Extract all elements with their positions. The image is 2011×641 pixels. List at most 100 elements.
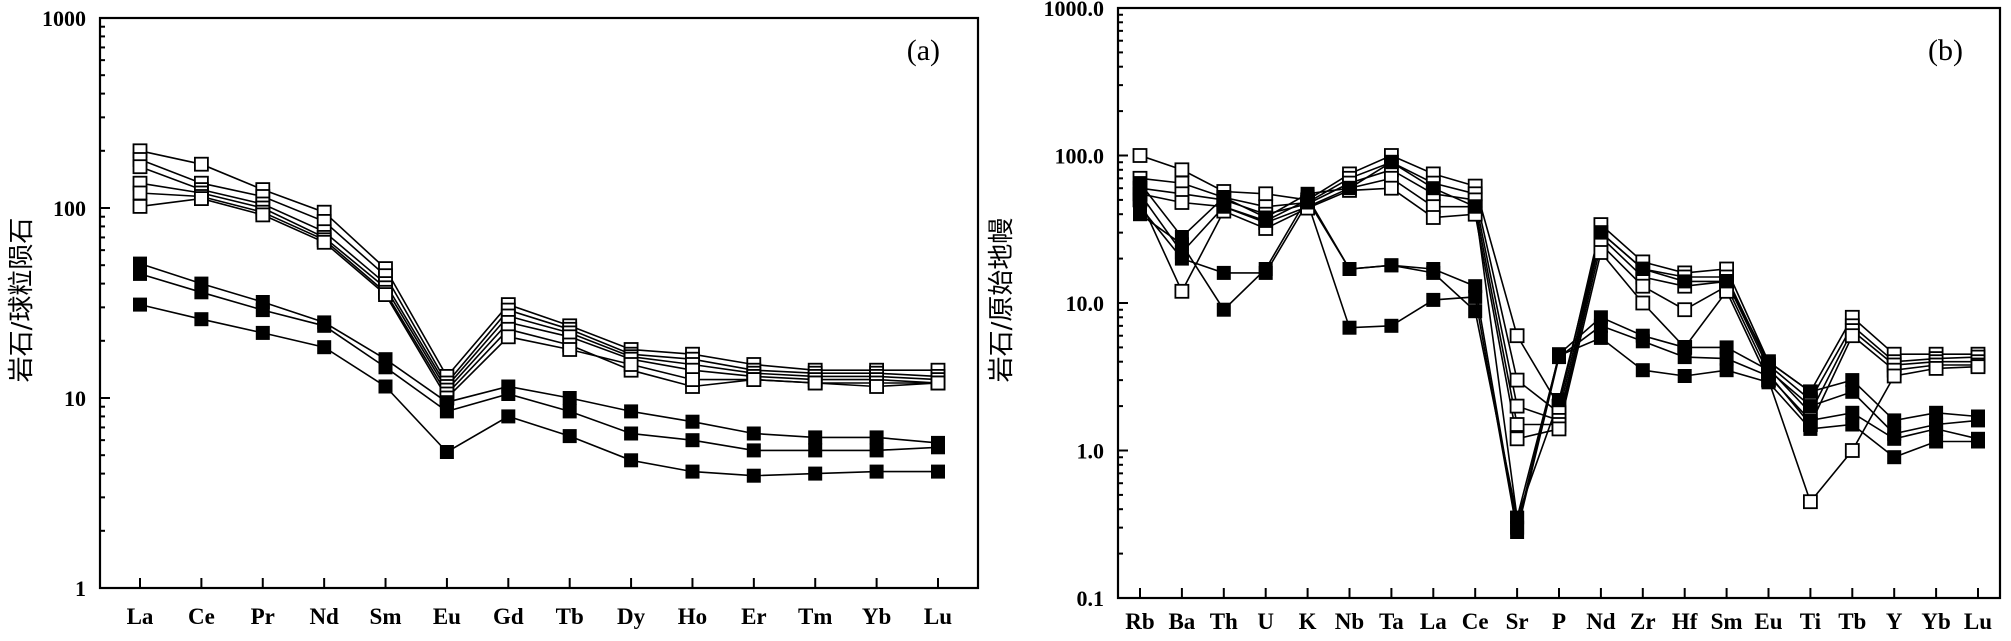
chart-b-x-tick-label: P xyxy=(1552,609,1566,634)
chart-b-point-filled-3 xyxy=(1719,351,1734,366)
chart-a-x-tick-label: Nd xyxy=(309,604,339,629)
chart-b-point-filled-4 xyxy=(1552,348,1566,363)
chart-a-point-filled-1 xyxy=(869,430,884,445)
chart-b-point-open-3 xyxy=(1509,398,1525,414)
chart-a-point-filled-3 xyxy=(685,464,700,479)
chart-a-series-line-filled-2 xyxy=(139,273,939,452)
chart-b-x-tick-label: Ta xyxy=(1379,609,1404,634)
chart-a-series-line-filled-3 xyxy=(139,303,938,477)
chart-b-point-open-5 xyxy=(1384,180,1399,196)
chart-b-point-filled-2 xyxy=(1258,213,1273,228)
chart-b-point-filled-4 xyxy=(1635,363,1650,378)
chart-a-series-line-open-6 xyxy=(139,197,939,400)
chart-a-point-filled-3 xyxy=(624,453,639,468)
chart-b-series-line-filled-3 xyxy=(1139,200,1979,533)
chart-b-x-tick-label: Eu xyxy=(1754,609,1782,634)
chart-a-panel-label: (a) xyxy=(907,34,940,67)
chart-b-point-filled-4 xyxy=(1174,237,1189,252)
chart-b-y-ticks: 0.1 1.0 10.0 100.0 1000.0 xyxy=(1044,0,1128,611)
chart-a-point-filled-3 xyxy=(501,409,516,424)
chart-b-point-open-1 xyxy=(1509,328,1525,344)
chart-b-x-tick-label: Lu xyxy=(1964,609,1992,634)
chart-b-point-open-5 xyxy=(1886,368,1902,384)
chart-b-point-open-5 xyxy=(1509,431,1525,447)
chart-b-point-filled-1 xyxy=(1845,373,1860,388)
chart-a-series-line-filled-1 xyxy=(139,262,939,444)
chart-b-point-filled-3 xyxy=(1216,265,1231,280)
chart-b-point-filled-1 xyxy=(1929,405,1944,420)
chart-b-point-open-4 xyxy=(1677,302,1693,318)
chart-a-point-open-6 xyxy=(378,287,393,303)
chart-a-point-open-6 xyxy=(193,191,209,207)
chart-a-series xyxy=(132,143,946,483)
chart-a-point-open-6 xyxy=(746,372,762,388)
chart-b-point-filled-1 xyxy=(1384,155,1399,170)
chart-b-point-filled-1 xyxy=(1803,384,1818,399)
chart-a-point-open-6 xyxy=(869,379,884,394)
chart-b-x-tick-label: Hf xyxy=(1672,609,1698,634)
chart-a-point-filled-3 xyxy=(931,464,945,479)
chart-b-point-filled-4 xyxy=(1719,363,1734,378)
chart-a-x-tick-label: Ce xyxy=(188,604,215,629)
chart-b-point-open-4 xyxy=(1635,278,1651,294)
chart-a-point-filled-2 xyxy=(194,285,209,300)
chart-b-point-open-1 xyxy=(1132,148,1148,163)
chart-b-point-filled-2 xyxy=(1133,186,1147,201)
chart-a-x-tick-label: Er xyxy=(741,604,767,629)
chart-a-point-filled-1 xyxy=(746,426,761,441)
chart-a-point-filled-2 xyxy=(378,360,393,375)
chart-a-point-filled-2 xyxy=(685,433,700,448)
chart-b-point-filled-3 xyxy=(1510,525,1525,539)
chart-b-x-tick-label: Ba xyxy=(1168,609,1195,634)
chart-a-point-open-3 xyxy=(132,159,148,175)
chart-b-point-filled-3 xyxy=(1342,320,1357,335)
chart-b-point-filled-4 xyxy=(1342,262,1357,276)
chart-b-point-filled-2 xyxy=(1216,199,1231,214)
chart-a-series-line-open-4 xyxy=(139,182,939,392)
chart-b-point-filled-1 xyxy=(1468,199,1483,214)
chart-a-y-tick-label: 10 xyxy=(64,386,86,411)
chart-b-point-filled-1 xyxy=(1593,225,1608,240)
chart-b-point-filled-3 xyxy=(1887,431,1902,446)
chart-b-point-open-5 xyxy=(1425,210,1441,225)
chart-a-x-tick-label: Lu xyxy=(924,604,952,629)
chart-b-point-filled-1 xyxy=(1426,181,1441,196)
chart-b-point-open-4 xyxy=(1844,328,1860,344)
chart-a-y-tick-label: 1 xyxy=(75,576,86,601)
chart-a-point-filled-2 xyxy=(501,387,516,401)
chart-b-panel-label: (b) xyxy=(1928,34,1963,67)
chart-b-x-tick-label: Zr xyxy=(1630,609,1656,634)
chart-a-point-filled-2 xyxy=(869,443,884,458)
chart-a-point-open-6 xyxy=(930,375,946,391)
chart-b-x-tick-label: Rb xyxy=(1125,609,1154,634)
chart-b-point-open-5 xyxy=(1803,494,1818,510)
chart-a-point-filled-3 xyxy=(746,468,761,483)
chart-a-point-filled-1 xyxy=(685,414,700,429)
chart-a-x-tick-label: Gd xyxy=(493,604,524,629)
chart-b-point-filled-4 xyxy=(1971,434,1985,449)
chart-b-x-ticks: Rb Ba Th U K Nb Ta La Ce Sr P Nd Zr Hf Sm Eu Ti Tb Y Yb Lu xyxy=(1125,588,1992,634)
chart-b-point-open-4 xyxy=(1174,195,1190,210)
chart-a-point-open-1 xyxy=(193,156,209,172)
chart-b-point-filled-4 xyxy=(1761,375,1776,390)
chart-b-point-filled-3 xyxy=(1929,421,1944,436)
chart-b-point-filled-4 xyxy=(1258,262,1273,276)
chart-a-series-line-open-2 xyxy=(139,158,939,385)
chart-b-point-filled-1 xyxy=(1677,274,1692,289)
chart-a-x-tick-label: Tm xyxy=(798,604,833,629)
chart-b-point-filled-3 xyxy=(1635,334,1650,349)
chart-a-point-open-6 xyxy=(685,372,700,388)
chart-b-point-filled-3 xyxy=(1174,251,1189,266)
chart-b-point-open-5 xyxy=(1593,245,1609,260)
chart-b-point-filled-3 xyxy=(1426,292,1441,307)
chart-b-point-filled-1 xyxy=(1552,393,1566,407)
chart-b-x-tick-label: Sr xyxy=(1506,609,1529,634)
chart-a-point-filled-3 xyxy=(317,340,332,355)
chart-a-point-filled-1 xyxy=(808,430,823,445)
chart-a-point-filled-3 xyxy=(255,325,270,340)
chart-a-series-line-open-1 xyxy=(139,150,938,378)
chart-a-point-filled-2 xyxy=(808,443,823,458)
chart-b-x-tick-label: Ti xyxy=(1800,609,1822,634)
chart-b-point-filled-4 xyxy=(1468,304,1483,319)
chart-b-point-open-5 xyxy=(1635,295,1651,311)
